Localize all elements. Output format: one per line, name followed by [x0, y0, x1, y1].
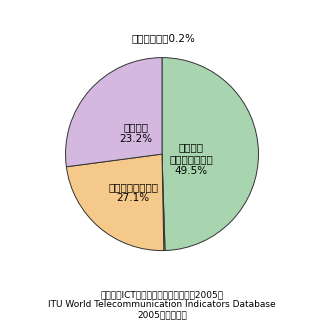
Text: 南北アメリカ地域
27.1%: 南北アメリカ地域 27.1% — [108, 182, 158, 203]
Wedge shape — [66, 154, 164, 251]
Wedge shape — [65, 58, 162, 167]
Text: ワールドICTビジュアルデータブック2005／
ITU World Telecommunication Indicators Database
2005により作: ワールドICTビジュアルデータブック2005／ ITU World Teleco… — [48, 290, 276, 320]
Text: 欧州地域
23.2%: 欧州地域 23.2% — [119, 122, 153, 144]
Wedge shape — [162, 58, 259, 251]
Text: アフリカ地域0.2%: アフリカ地域0.2% — [132, 33, 196, 43]
Wedge shape — [162, 154, 165, 251]
Text: アジア・
オセアニア地域
49.5%: アジア・ オセアニア地域 49.5% — [169, 142, 213, 176]
